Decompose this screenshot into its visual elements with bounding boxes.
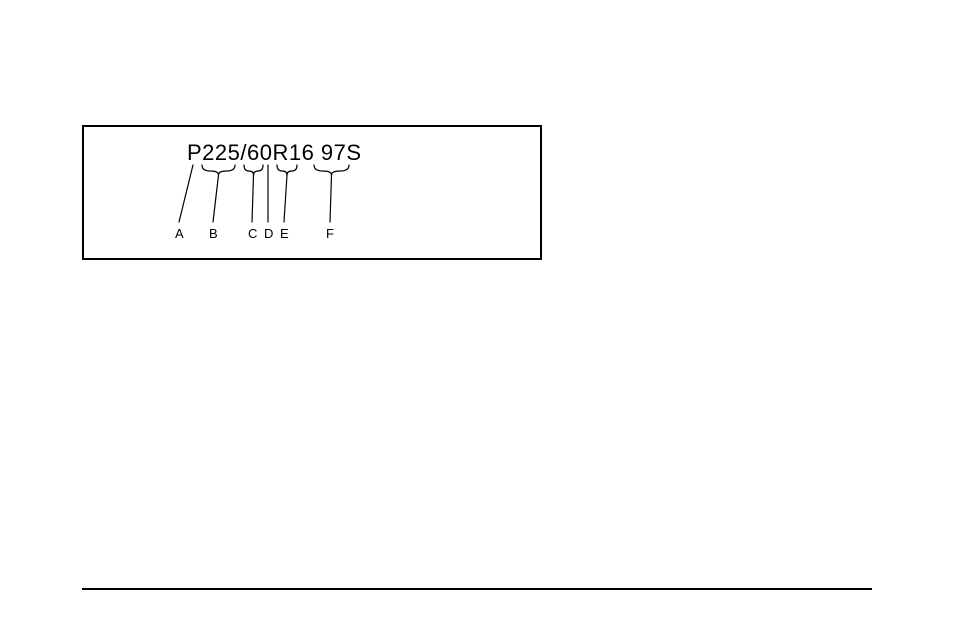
segment-label-b: B: [209, 226, 218, 241]
segment-label-c: C: [248, 226, 257, 241]
segment-label-f: F: [326, 226, 334, 241]
segment-label-a: A: [175, 226, 184, 241]
pointer-lines: [0, 0, 954, 636]
tire-size-code: P225/60R16 97S: [187, 140, 362, 166]
segment-label-e: E: [280, 226, 289, 241]
segment-label-d: D: [264, 226, 273, 241]
footer-divider: [82, 588, 872, 590]
